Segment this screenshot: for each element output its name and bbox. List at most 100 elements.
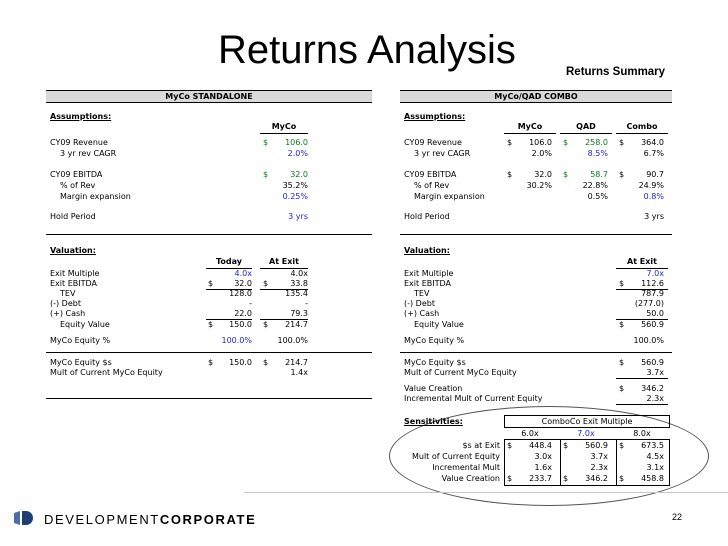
combo-panel: MyCo/QAD COMBO Assumptions: MyCo QAD Com… [400,88,672,494]
hold-period-value: 3 yrs [288,212,308,221]
cy09-revenue-value: 106.0 [285,138,308,147]
mult-current-label: Mult of Current MyCo Equity [50,368,163,377]
currency: $ [619,441,625,450]
currency: $ [507,138,513,147]
valuation-label: Valuation: [404,246,450,255]
rev-cagr-myco: 2.0% [531,149,552,158]
debt-label: (-) Debt [50,299,81,308]
hold-period-label: Hold Period [404,212,450,221]
assumptions-label: Assumptions: [50,112,112,121]
exit-multiple-label: Exit Multiple [404,269,454,278]
exit-ebitda-value: 112.6 [641,279,664,288]
sensitivities-label: Sensitivities: [404,417,463,426]
currency: $ [507,170,513,179]
pct-rev-label: % of Rev [60,181,96,190]
rev-cagr-qad: 8.5% [587,149,608,158]
mult-current-value: 3.7x [646,368,664,377]
debt-exit: - [305,299,308,308]
currency: $ [263,279,269,288]
currency: $ [563,170,569,179]
equity-value-label: Equity Value [60,320,110,329]
exit-multiple-today: 4.0x [234,269,252,278]
sens-cell: 233.7 [529,474,552,483]
tev-today: 128.0 [229,289,252,298]
exit-ebitda-today: 32.0 [234,279,252,288]
pct-rev-combo: 24.9% [638,181,664,190]
company-logo-icon [14,511,33,525]
col-combo: Combo [626,122,658,131]
cy09-ebitda-myco: 32.0 [534,170,552,179]
currency: $ [619,384,625,393]
page-number: 22 [672,512,683,522]
col-at-exit: At Exit [627,257,657,266]
sensitivity-header: ComboCo Exit Multiple [541,417,633,426]
hold-period-combo: 3 yrs [644,212,664,221]
tev-label: TEV [414,289,430,298]
equity-value-value: 560.9 [641,320,664,329]
sens-cell: 1.6x [534,463,552,472]
exit-multiple-value: 7.0x [646,269,664,278]
rev-cagr-label: 3 yr rev CAGR [60,149,117,158]
tev-exit: 135.4 [285,289,308,298]
sens-row-label: Value Creation [441,474,500,483]
combo-header: MyCo/QAD COMBO [400,90,672,103]
margin-exp-label: Margin expansion [414,192,485,201]
equity-s-label: MyCo Equity $s [50,358,112,367]
multiple-7x: 7.0x [577,429,595,438]
cy09-revenue-qad: 258.0 [585,138,608,147]
sens-cell: 458.8 [641,474,664,483]
margin-exp-qad: 0.5% [587,192,608,201]
equity-pct-today: 100.0% [221,336,252,345]
exit-ebitda-exit: 33.8 [290,279,308,288]
sens-cell: 3.7x [590,452,608,461]
equity-pct-label: MyCo Equity % [404,336,465,345]
exit-ebitda-label: Exit EBITDA [50,279,97,288]
sens-cell: 3.1x [646,463,664,472]
currency: $ [563,138,569,147]
exit-multiple-label: Exit Multiple [50,269,100,278]
sensitivities-table: Sensitivities: ComboCo Exit Multiple 6.0… [400,412,672,492]
margin-exp-combo: 0.8% [643,192,664,201]
margin-exp-value: 0.25% [282,192,308,201]
sens-cell: 673.5 [641,441,664,450]
multiple-8x: 8.0x [633,429,651,438]
hold-period-label: Hold Period [50,212,96,221]
equity-pct-exit: 100.0% [277,336,308,345]
rev-cagr-combo: 6.7% [643,149,664,158]
currency: $ [263,170,269,179]
equity-value-today: 150.0 [229,320,252,329]
equity-s-value: 560.9 [641,358,664,367]
pct-rev-qad: 22.8% [582,181,608,190]
debt-label: (-) Debt [404,299,435,308]
equity-value-label: Equity Value [414,320,464,329]
tev-label: TEV [60,289,76,298]
mult-current-exit: 1.4x [290,368,308,377]
mult-current-label: Mult of Current MyCo Equity [404,368,517,377]
col-at-exit: At Exit [269,257,299,266]
cash-label: (+) Cash [404,309,440,318]
sens-cell: 2.3x [590,463,608,472]
currency: $ [263,138,269,147]
equity-s-today: 150.0 [229,358,252,367]
currency: $ [619,474,625,483]
assumptions-label: Assumptions: [404,112,466,121]
currency: $ [619,358,625,367]
brand-part-1: DEVELOPMENT [44,512,160,527]
equity-value-exit: 214.7 [285,320,308,329]
cy09-ebitda-label: CY09 EBITDA [50,170,103,179]
cy09-ebitda-label: CY09 EBITDA [404,170,457,179]
sens-cell: 346.2 [585,474,608,483]
pct-rev-value: 35.2% [282,181,308,190]
pct-rev-label: % of Rev [414,181,450,190]
cy09-ebitda-qad: 58.7 [590,170,608,179]
currency: $ [208,358,214,367]
sensitivities-highlight [389,406,709,506]
currency: $ [208,320,214,329]
currency: $ [563,474,569,483]
currency: $ [263,320,269,329]
equity-pct-label: MyCo Equity % [50,336,111,345]
currency: $ [208,279,214,288]
brand-part-2: CORPORATE [159,512,257,527]
debt-value: (277.0) [634,299,664,308]
currency: $ [263,358,269,367]
